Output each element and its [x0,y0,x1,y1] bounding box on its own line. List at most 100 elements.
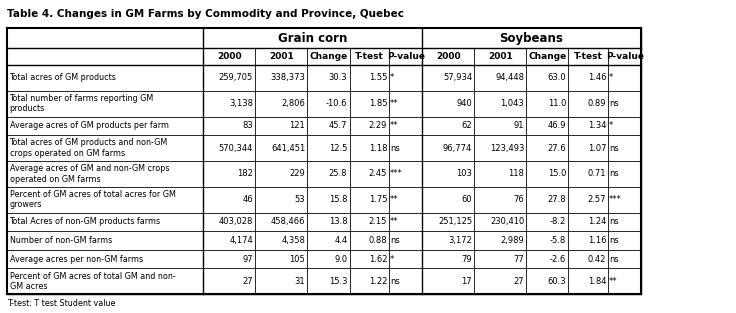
Text: 403,028: 403,028 [219,218,253,226]
Text: 1.55: 1.55 [369,73,387,82]
Text: Percent of GM acres of total acres for GM
growers: Percent of GM acres of total acres for G… [10,190,175,209]
Text: 27: 27 [514,277,524,286]
Text: 83: 83 [242,121,253,130]
Text: 1.84: 1.84 [587,277,606,286]
Text: **: ** [390,218,399,226]
Text: 15.3: 15.3 [329,277,347,286]
Text: 4.4: 4.4 [334,236,347,245]
Text: ns: ns [609,144,619,152]
Text: ns: ns [609,254,619,264]
Text: T-test: T-test [574,52,603,61]
Text: ns: ns [609,169,619,178]
Text: 940: 940 [456,99,472,108]
Text: ns: ns [390,236,400,245]
Text: 91: 91 [514,121,524,130]
Text: 15.8: 15.8 [329,195,347,204]
Text: 230,410: 230,410 [490,218,524,226]
Text: Change: Change [528,52,567,61]
Text: 0.71: 0.71 [587,169,606,178]
Text: 45.7: 45.7 [329,121,347,130]
Text: 2.57: 2.57 [587,195,606,204]
Text: 4,174: 4,174 [230,236,253,245]
Text: 105: 105 [289,254,305,264]
Text: 182: 182 [237,169,253,178]
Text: *: * [390,73,394,82]
Text: 62: 62 [461,121,472,130]
Text: 27: 27 [242,277,253,286]
Text: Average acres of GM and non-GM crops
operated on GM farms: Average acres of GM and non-GM crops ope… [10,164,169,184]
Text: Grain corn: Grain corn [278,32,347,44]
Text: 46.9: 46.9 [548,121,566,130]
Text: 641,451: 641,451 [271,144,305,152]
Text: 79: 79 [461,254,472,264]
Text: 1.24: 1.24 [588,218,606,226]
Text: 251,125: 251,125 [438,218,472,226]
Text: 9.0: 9.0 [334,254,347,264]
Text: *: * [390,254,394,264]
Text: Total acres of GM products: Total acres of GM products [10,73,116,82]
Text: 53: 53 [294,195,305,204]
Text: 2.45: 2.45 [369,169,387,178]
Text: ***: *** [390,169,403,178]
Text: Total acres of GM products and non-GM
crops operated on GM farms: Total acres of GM products and non-GM cr… [10,138,168,158]
Text: **: ** [609,277,618,286]
Text: 60: 60 [461,195,472,204]
Text: 30.3: 30.3 [329,73,347,82]
Text: 229: 229 [289,169,305,178]
Text: 27.6: 27.6 [548,144,566,152]
Text: **: ** [390,195,399,204]
Text: 4,358: 4,358 [281,236,305,245]
Text: Average acres per non-GM farms: Average acres per non-GM farms [10,254,143,264]
Text: 0.89: 0.89 [587,99,606,108]
Text: 2000: 2000 [217,52,241,61]
Text: ns: ns [390,277,400,286]
Text: 27.8: 27.8 [548,195,566,204]
Text: 0.88: 0.88 [369,236,387,245]
Text: **: ** [390,121,399,130]
Text: ***: *** [609,195,622,204]
Text: 1.22: 1.22 [369,277,387,286]
Text: 13.8: 13.8 [329,218,347,226]
Text: 1.62: 1.62 [369,254,387,264]
Text: 2.29: 2.29 [369,121,387,130]
Text: 31: 31 [294,277,305,286]
Text: 1.75: 1.75 [369,195,387,204]
Text: P-value: P-value [386,52,425,61]
Text: 57,934: 57,934 [443,73,472,82]
Text: Total Acres of non-GM products farms: Total Acres of non-GM products farms [10,218,160,226]
Text: 76: 76 [514,195,524,204]
Text: 1.07: 1.07 [587,144,606,152]
Text: ns: ns [609,99,619,108]
Text: 118: 118 [509,169,524,178]
Text: 338,373: 338,373 [270,73,305,82]
Text: 121: 121 [289,121,305,130]
Text: 1.18: 1.18 [369,144,387,152]
Text: P-value: P-value [606,52,644,61]
Text: 15.0: 15.0 [548,169,566,178]
Text: 2.15: 2.15 [369,218,387,226]
Text: Total number of farms reporting GM
products: Total number of farms reporting GM produ… [10,94,154,113]
Text: 1,043: 1,043 [500,99,524,108]
Text: Average acres of GM products per farm: Average acres of GM products per farm [10,121,169,130]
Text: -8.2: -8.2 [550,218,566,226]
Text: 1.16: 1.16 [587,236,606,245]
Text: Number of non-GM farms: Number of non-GM farms [10,236,112,245]
Text: 2000: 2000 [436,52,461,61]
Text: 2001: 2001 [488,52,513,61]
Text: 570,344: 570,344 [219,144,253,152]
Text: 2,806: 2,806 [281,99,305,108]
Text: Soybeans: Soybeans [500,32,564,44]
Text: ns: ns [390,144,400,152]
Text: 97: 97 [242,254,253,264]
Text: Table 4. Changes in GM Farms by Commodity and Province, Quebec: Table 4. Changes in GM Farms by Commodit… [7,9,404,19]
Text: 3,172: 3,172 [448,236,472,245]
Text: -5.8: -5.8 [550,236,566,245]
Text: *: * [609,73,613,82]
Text: 0.42: 0.42 [588,254,606,264]
Text: 1.34: 1.34 [587,121,606,130]
Text: -10.6: -10.6 [326,99,347,108]
Text: 2001: 2001 [269,52,294,61]
Text: ns: ns [609,236,619,245]
Text: 63.0: 63.0 [548,73,566,82]
Text: 96,774: 96,774 [443,144,472,152]
